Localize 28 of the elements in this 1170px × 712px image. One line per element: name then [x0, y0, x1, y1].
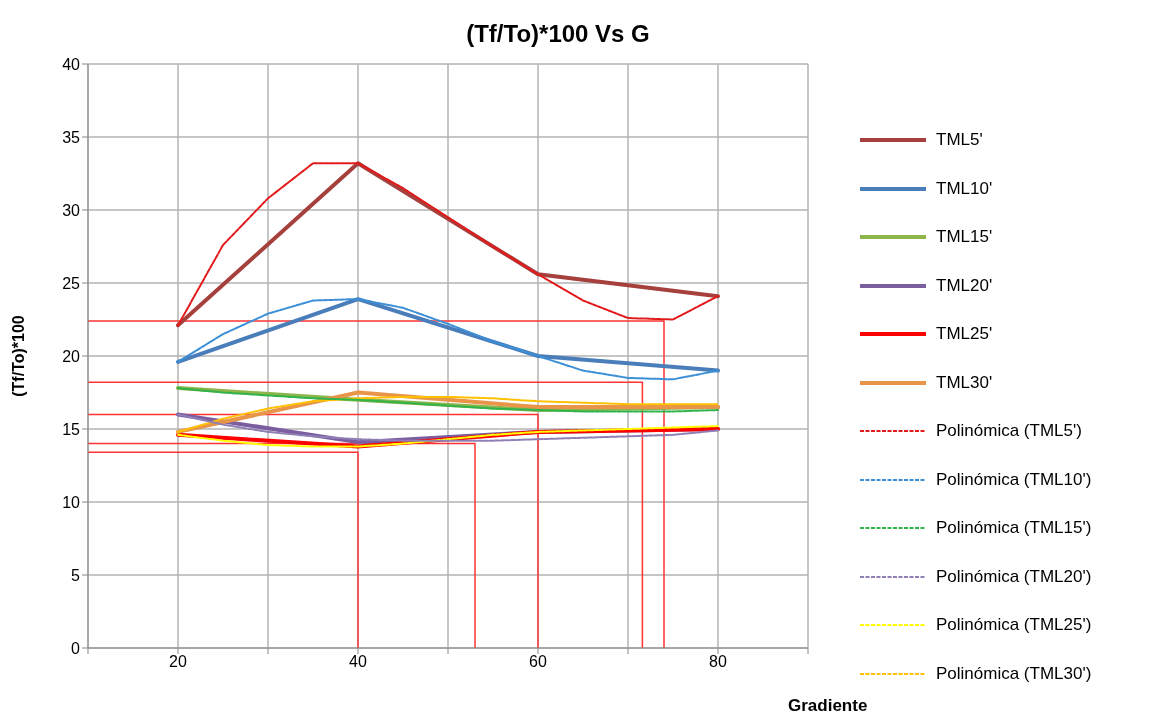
- legend-label: Polinómica (TML25'): [936, 615, 1092, 636]
- legend-label: TML20': [936, 275, 993, 296]
- x-tick-label: 20: [169, 653, 187, 671]
- legend-label: TML10': [936, 178, 993, 199]
- y-tick-label: 40: [62, 55, 81, 73]
- legend-label: TML25': [936, 324, 993, 345]
- y-tick-label: 30: [62, 201, 81, 219]
- legend-label: TML5': [936, 130, 983, 151]
- legend-label: TML15': [936, 227, 993, 248]
- legend-label: Polinómica (TML30'): [936, 663, 1092, 684]
- legend-label: Polinómica (TML5'): [936, 421, 1082, 442]
- legend-label: Polinómica (TML15'): [936, 518, 1092, 539]
- x-tick-label: 40: [349, 653, 367, 671]
- y-tick-label: 0: [71, 639, 81, 657]
- y-tick-label: 15: [62, 420, 81, 438]
- legend-label: Polinómica (TML10'): [936, 469, 1092, 490]
- chart-title: (Tf/To)*100 Vs G: [465, 20, 651, 48]
- legend-label: Polinómica (TML20'): [936, 566, 1092, 587]
- y-axis-title: (Tf/To)*100: [9, 315, 27, 397]
- x-tick-label: 60: [529, 653, 547, 671]
- y-tick-label: 25: [62, 274, 81, 292]
- x-axis-title: Gradiente: [788, 696, 868, 712]
- y-tick-label: 10: [62, 493, 81, 511]
- y-tick-label: 20: [62, 347, 81, 365]
- y-tick-label: 5: [71, 566, 81, 584]
- legend-label: TML30': [936, 372, 993, 393]
- y-tick-label: 35: [62, 128, 81, 146]
- x-tick-label: 80: [709, 653, 727, 671]
